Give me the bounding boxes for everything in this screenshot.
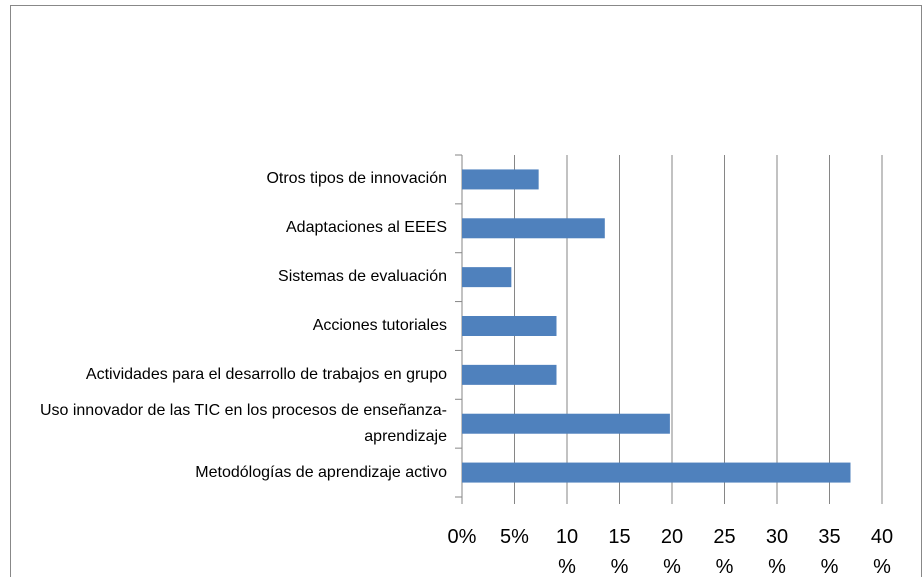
bar xyxy=(462,364,557,385)
bar xyxy=(462,316,557,336)
x-tick-label: 15 % xyxy=(608,526,631,577)
x-tick-label: 20 % xyxy=(660,526,684,577)
x-tick-label: 10 % xyxy=(555,526,579,577)
bar xyxy=(462,169,539,190)
y-tick-label: Acciones tutoriales xyxy=(312,317,447,334)
x-tick-label: 35 % xyxy=(818,526,841,577)
x-tick-label: 40 % xyxy=(870,526,894,577)
bar xyxy=(462,218,605,239)
x-tick-label: 25 % xyxy=(713,526,736,577)
bar xyxy=(462,267,512,288)
x-tick-label: 30 % xyxy=(765,526,789,577)
chart-border xyxy=(10,5,922,577)
y-tick-label: Actividades para el desarrollo de trabaj… xyxy=(85,365,447,383)
y-tick-label: Uso innovador de las TIC en los procesos… xyxy=(39,401,447,445)
y-tick-label: Sistemas de evaluación xyxy=(278,268,447,286)
x-tick-label: 0% xyxy=(447,526,477,548)
x-tick-label: 5% xyxy=(500,526,529,548)
bar xyxy=(462,413,670,434)
y-tick-label: Otros tipos de innovación xyxy=(266,170,447,188)
y-tick-label: Adaptaciones al EEES xyxy=(286,219,447,237)
y-tick-label: Metodólogías de aprendizaje activo xyxy=(195,463,447,481)
bar xyxy=(462,462,851,483)
